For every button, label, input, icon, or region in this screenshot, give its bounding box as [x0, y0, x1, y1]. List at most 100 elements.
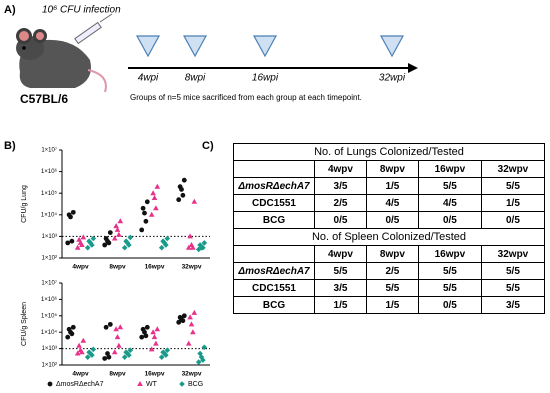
data-point — [148, 346, 155, 352]
panel-label: A) — [4, 4, 16, 16]
y-tick-label: 1×10⁶ — [41, 296, 58, 303]
data-point — [185, 244, 192, 250]
data-point — [176, 319, 182, 325]
data-point — [106, 240, 112, 246]
table-cell: 1/5 — [314, 296, 367, 314]
data-point — [195, 359, 202, 365]
y-axis-title: CFU/g Lung — [21, 185, 28, 223]
table-cell: 5/5 — [417, 262, 482, 280]
data-point — [76, 342, 82, 348]
data-point — [198, 354, 205, 360]
data-point — [200, 357, 206, 363]
table-title: No. of Lungs Colonized/Tested — [233, 143, 545, 161]
x-tick-label: 8wpv — [109, 264, 126, 271]
data-point — [84, 244, 91, 251]
data-point — [89, 242, 95, 248]
table-cell: 3/5 — [314, 279, 367, 297]
data-point — [190, 329, 196, 335]
data-point — [150, 190, 156, 196]
data-point — [197, 242, 203, 248]
timepoint-label: 16wpi — [252, 73, 279, 84]
data-point — [105, 351, 110, 356]
data-point — [142, 210, 147, 216]
table-cell: 5/5 — [480, 279, 546, 297]
data-point — [188, 321, 195, 327]
data-row: BCG 0/5 0/5 0/5 0/5 — [233, 211, 546, 229]
data-point — [74, 244, 81, 250]
x-tick-label: 4wpv — [72, 371, 89, 378]
y-tick-label: 1×10³ — [41, 234, 57, 240]
table-cell: 0/5 — [480, 211, 546, 229]
legend-label: ΔmosRΔechA7 — [56, 381, 104, 388]
data-point — [80, 337, 87, 343]
table-cell: 0/5 — [417, 211, 482, 229]
data-point — [154, 183, 161, 189]
data-point — [195, 246, 202, 253]
y-tick-label: 1×10² — [41, 256, 57, 262]
data-point — [79, 349, 85, 355]
table-cell: 0/5 — [314, 211, 367, 229]
data-point — [114, 334, 121, 340]
x-tick-label: 32wpv — [182, 371, 202, 378]
data-point — [179, 381, 185, 387]
data-point — [143, 218, 149, 224]
timepoint-marker — [379, 35, 405, 58]
timepoint-label: 8wpi — [185, 73, 206, 84]
data-point — [102, 242, 108, 248]
table-cell: 1/5 — [480, 194, 546, 212]
data-point — [121, 244, 128, 251]
data-point — [176, 197, 182, 203]
x-tick-label: 32wpv — [182, 264, 202, 271]
x-tick-label: 16wpv — [145, 371, 165, 378]
table-title-row: No. of Spleen Colonized/Tested — [233, 228, 545, 246]
data-point — [89, 352, 95, 358]
data-point — [139, 227, 145, 233]
data-point — [191, 198, 198, 204]
data-point — [179, 186, 184, 192]
data-point — [116, 342, 122, 348]
table-cell: 2/5 — [365, 262, 419, 280]
header-cell: 4wpv — [314, 245, 367, 263]
data-point — [117, 324, 124, 330]
strain-label: C57BL/6 — [20, 92, 68, 106]
data-row: CDC1551 2/5 4/5 4/5 1/5 — [233, 194, 546, 212]
data-point — [181, 177, 187, 183]
panel-label: B) — [4, 140, 16, 152]
data-point — [69, 331, 75, 337]
table-cell: 1/5 — [365, 177, 419, 195]
table-cell: 5/5 — [480, 177, 546, 195]
table-cell: 3/5 — [314, 177, 367, 195]
timepoint-label: 32wpi — [379, 73, 406, 84]
legend-label: WT — [146, 381, 158, 388]
data-point — [191, 309, 198, 315]
header-cell: 16wpv — [417, 245, 482, 263]
data-point — [137, 381, 143, 386]
data-point — [113, 326, 119, 332]
panel-label: C) — [202, 140, 214, 152]
data-point — [164, 235, 171, 242]
data-point — [185, 340, 192, 346]
table-cell: 1/5 — [365, 296, 419, 314]
table-cell: 5/5 — [365, 279, 419, 297]
data-point — [201, 344, 208, 351]
y-axis-title: CFU/g Spleen — [21, 302, 28, 346]
data-point — [144, 199, 150, 205]
data-row: CDC1551 3/5 5/5 5/5 5/5 — [233, 279, 546, 297]
data-point — [187, 314, 193, 320]
y-tick-label: 1×10³ — [41, 346, 57, 352]
table-cell: 5/5 — [417, 279, 482, 297]
data-point — [65, 334, 71, 340]
row-label: ΔmosRΔechA7 — [233, 262, 315, 280]
data-point — [180, 318, 186, 324]
y-tick-label: 1×10⁴ — [41, 211, 58, 218]
caption: Groups of n=5 mice sacrificed from each … — [130, 93, 362, 102]
header-cell: 32wpv — [480, 160, 546, 178]
timepoint-marker — [182, 35, 208, 58]
data-point — [187, 233, 193, 239]
data-point — [126, 242, 132, 248]
header-cell: 4wpv — [314, 160, 367, 178]
row-label: CDC1551 — [233, 194, 315, 212]
x-tick-label: 8wpv — [109, 371, 126, 378]
